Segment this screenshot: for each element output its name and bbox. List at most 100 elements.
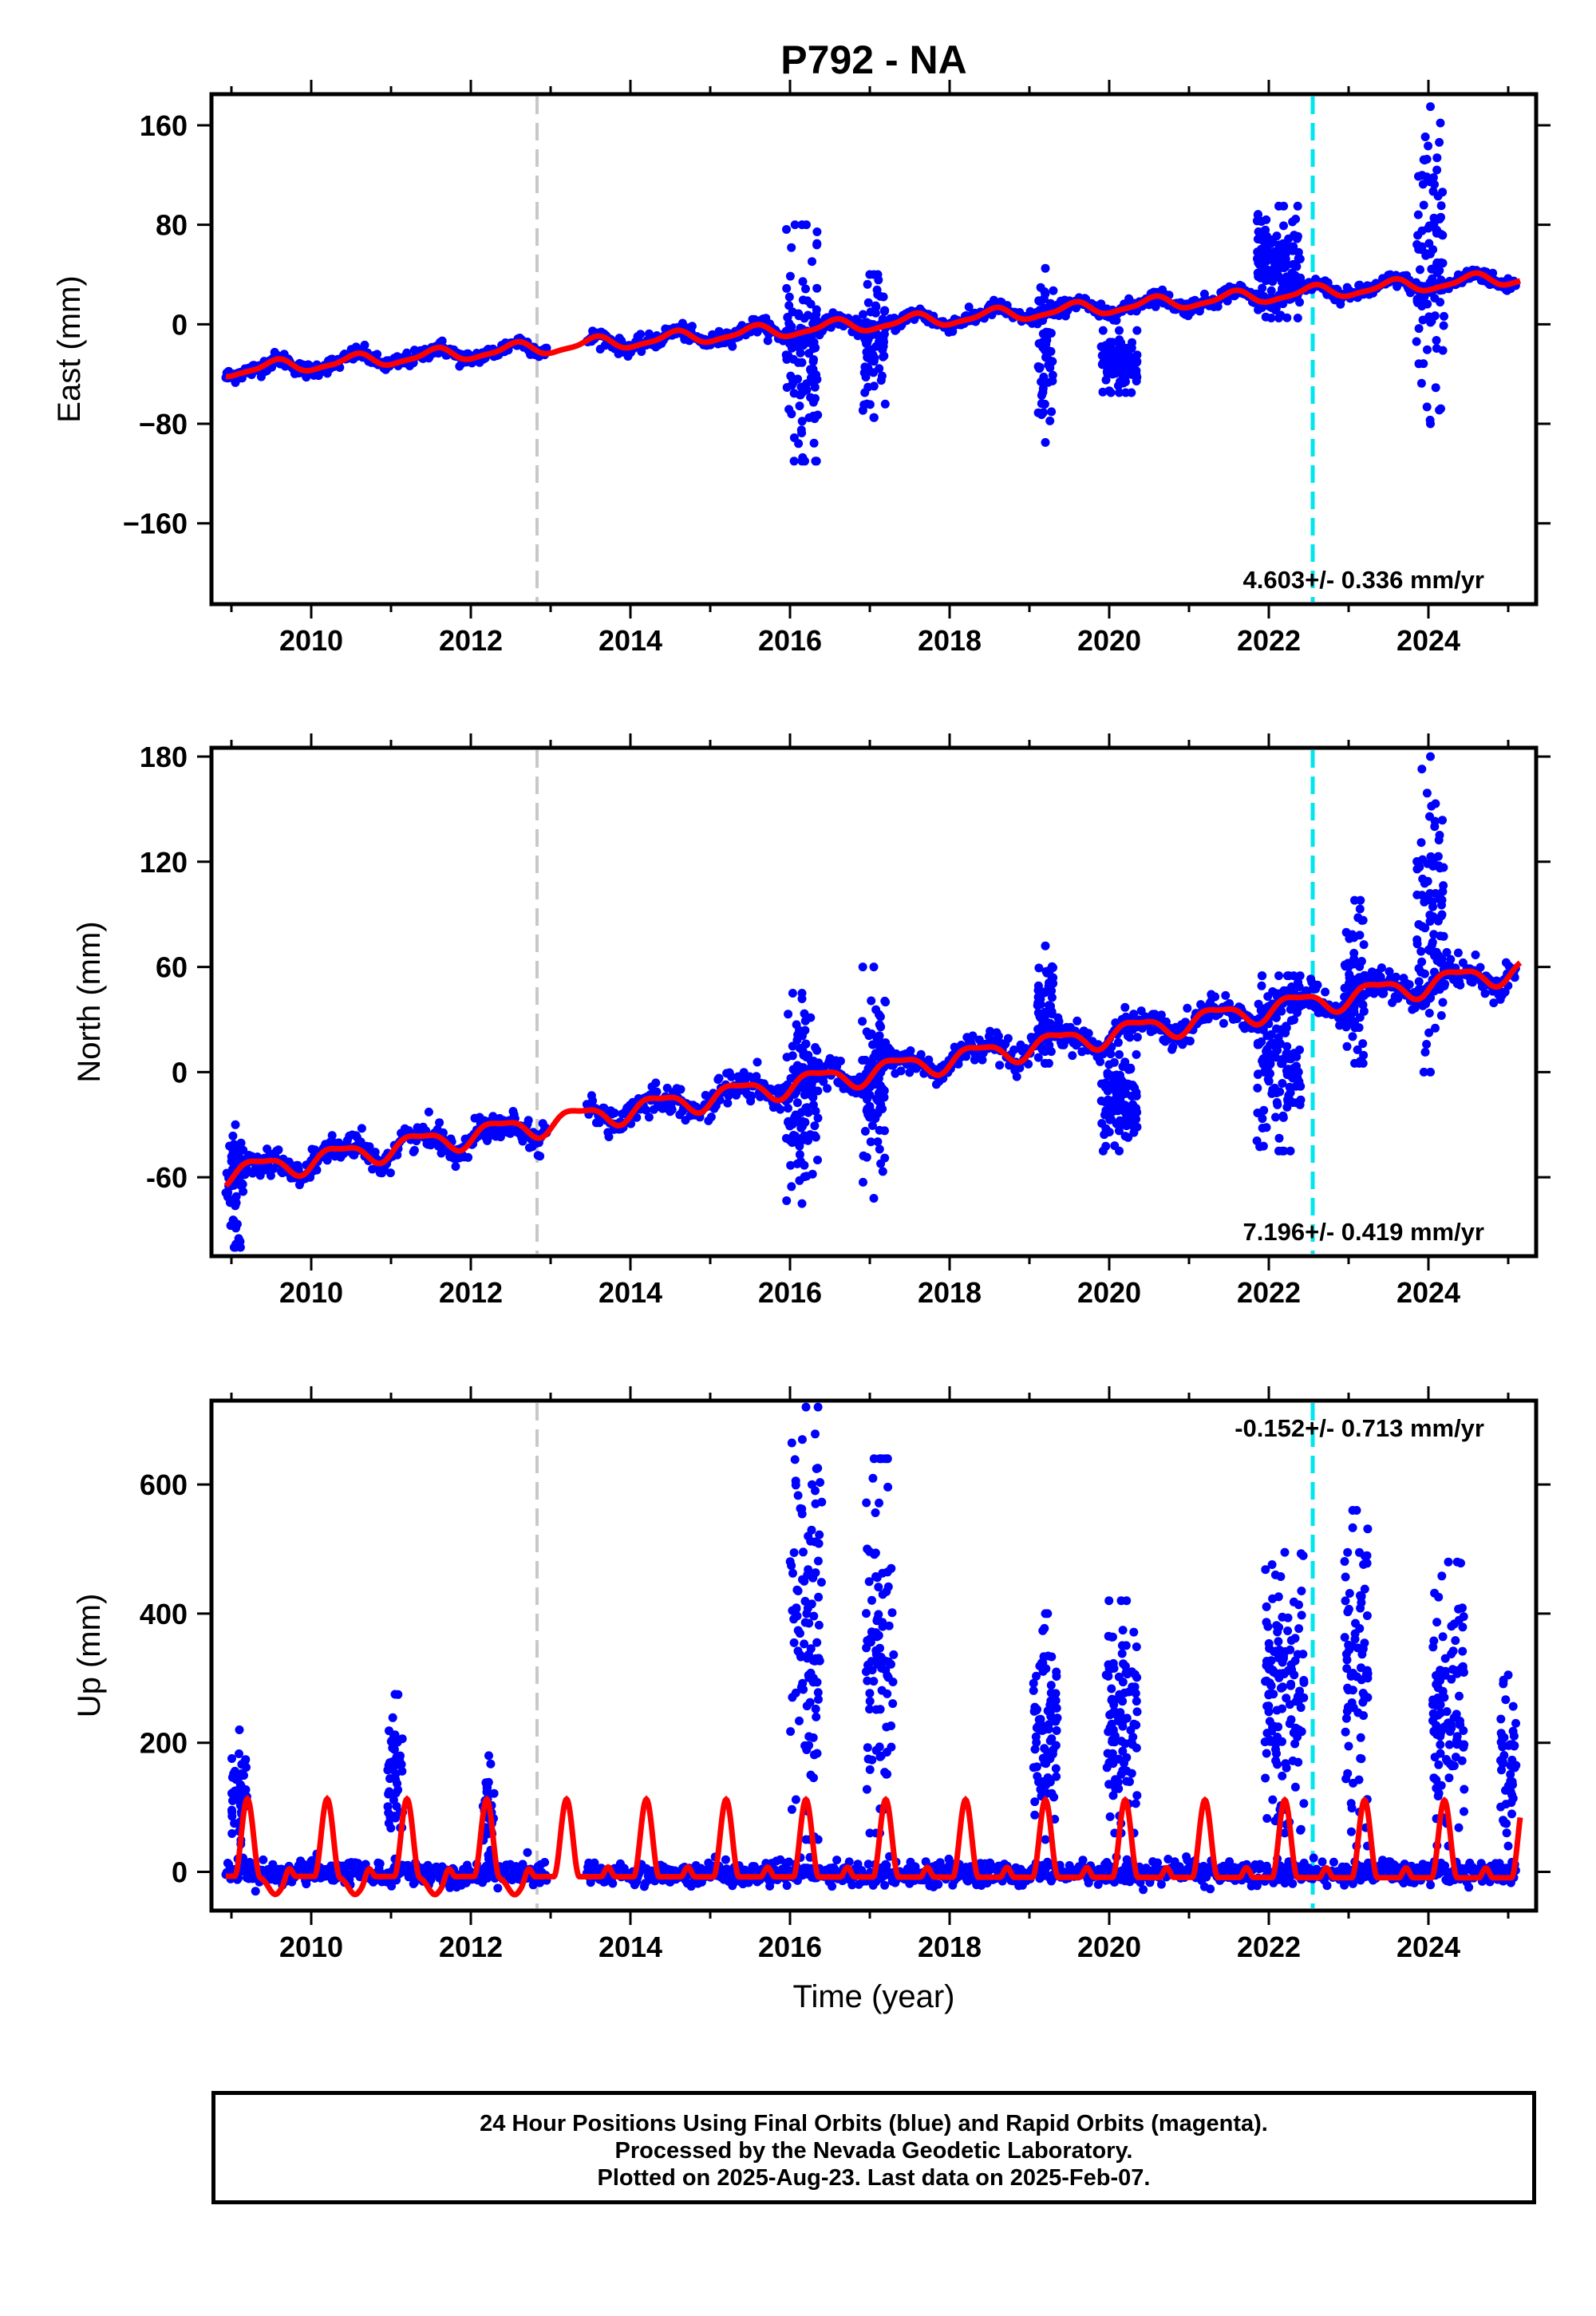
data-point xyxy=(1412,939,1422,949)
data-point xyxy=(644,1113,654,1122)
data-point xyxy=(1439,321,1448,330)
data-point xyxy=(796,1156,805,1166)
data-point xyxy=(788,1065,798,1074)
data-point xyxy=(1120,1057,1130,1067)
data-point xyxy=(1037,399,1046,409)
data-point xyxy=(876,1100,886,1109)
data-point xyxy=(798,295,808,305)
data-point xyxy=(1049,286,1058,295)
data-point xyxy=(863,382,873,392)
data-point xyxy=(1355,904,1365,914)
rate-label-north: 7.196+/- 0.419 mm/yr xyxy=(1243,1218,1484,1246)
data-point xyxy=(1282,1022,1291,1031)
data-point xyxy=(1111,369,1120,378)
data-point xyxy=(1116,353,1125,362)
data-point xyxy=(801,284,810,294)
data-point xyxy=(1345,1007,1354,1017)
data-point xyxy=(523,1116,533,1125)
data-point xyxy=(1279,221,1288,231)
data-point xyxy=(715,327,725,337)
data-point xyxy=(788,1051,797,1061)
data-point xyxy=(858,962,867,972)
data-point xyxy=(798,1031,807,1041)
data-point xyxy=(797,429,807,437)
x-tick-label: 2020 xyxy=(1077,624,1141,657)
data-point xyxy=(1349,948,1359,958)
x-tick-label: 2010 xyxy=(279,624,343,657)
x-tick-label: 2016 xyxy=(758,624,822,657)
data-point xyxy=(978,1055,987,1065)
data-point xyxy=(1426,419,1435,429)
data-point xyxy=(866,307,875,317)
data-point xyxy=(1436,958,1445,967)
data-point xyxy=(867,1029,876,1038)
y-tick-label: -60 xyxy=(146,1161,188,1194)
data-point xyxy=(1106,341,1115,350)
data-point xyxy=(1115,340,1124,350)
data-point xyxy=(1113,1037,1123,1047)
data-point xyxy=(312,1165,322,1175)
data-point xyxy=(896,1066,906,1076)
data-point xyxy=(792,1098,802,1108)
data-point xyxy=(875,291,885,301)
data-point xyxy=(787,343,796,353)
data-point xyxy=(1274,971,1283,981)
data-point xyxy=(1040,303,1049,313)
data-point xyxy=(1278,1079,1287,1088)
data-point xyxy=(231,1140,241,1150)
data-point xyxy=(1254,999,1263,1009)
data-point xyxy=(322,1156,332,1165)
data-point xyxy=(1438,980,1448,989)
data-point xyxy=(1259,232,1269,242)
data-point xyxy=(1264,1077,1274,1086)
data-point xyxy=(869,413,879,422)
x-tick-label: 2022 xyxy=(1237,624,1301,657)
data-point xyxy=(795,1176,804,1185)
data-point xyxy=(1109,1097,1119,1107)
data-point xyxy=(786,371,796,381)
data-point xyxy=(1292,234,1302,243)
data-point xyxy=(1041,941,1050,951)
data-point xyxy=(813,1086,823,1096)
data-point xyxy=(1419,1067,1428,1077)
data-point xyxy=(986,1026,995,1036)
data-point xyxy=(800,314,809,323)
data-point xyxy=(1040,346,1049,355)
data-point xyxy=(1271,1113,1280,1122)
data-point xyxy=(728,342,737,351)
data-point xyxy=(1262,256,1272,266)
data-point xyxy=(1274,1133,1284,1143)
data-point xyxy=(1416,838,1426,848)
data-point xyxy=(796,1083,806,1093)
data-point xyxy=(1438,998,1448,1007)
data-point xyxy=(1115,1146,1124,1156)
data-point xyxy=(1015,1063,1025,1073)
data-point xyxy=(796,1134,804,1144)
data-point xyxy=(1104,1071,1114,1080)
panel-frame-north xyxy=(209,745,1539,1259)
y-tick-label: −80 xyxy=(139,408,188,441)
data-point xyxy=(859,1177,867,1187)
data-point xyxy=(1104,386,1114,396)
data-point xyxy=(859,310,867,319)
data-point xyxy=(1120,1103,1129,1113)
data-point xyxy=(968,1031,978,1041)
data-point xyxy=(753,1057,762,1067)
data-point xyxy=(1423,299,1432,309)
data-point xyxy=(1168,1042,1178,1052)
data-point xyxy=(865,1090,875,1100)
data-point xyxy=(1115,326,1124,335)
data-point xyxy=(867,996,876,1006)
data-point xyxy=(1412,337,1421,346)
data-point xyxy=(1434,951,1444,960)
data-point xyxy=(1417,765,1427,774)
data-point xyxy=(1412,864,1422,874)
data-point xyxy=(800,1016,810,1026)
data-point xyxy=(1417,957,1427,966)
data-point xyxy=(1435,405,1444,415)
data-point xyxy=(1254,272,1263,281)
data-point xyxy=(493,1883,503,1893)
data-point xyxy=(1044,982,1053,991)
data-point xyxy=(865,400,875,409)
data-point xyxy=(1294,1067,1303,1077)
